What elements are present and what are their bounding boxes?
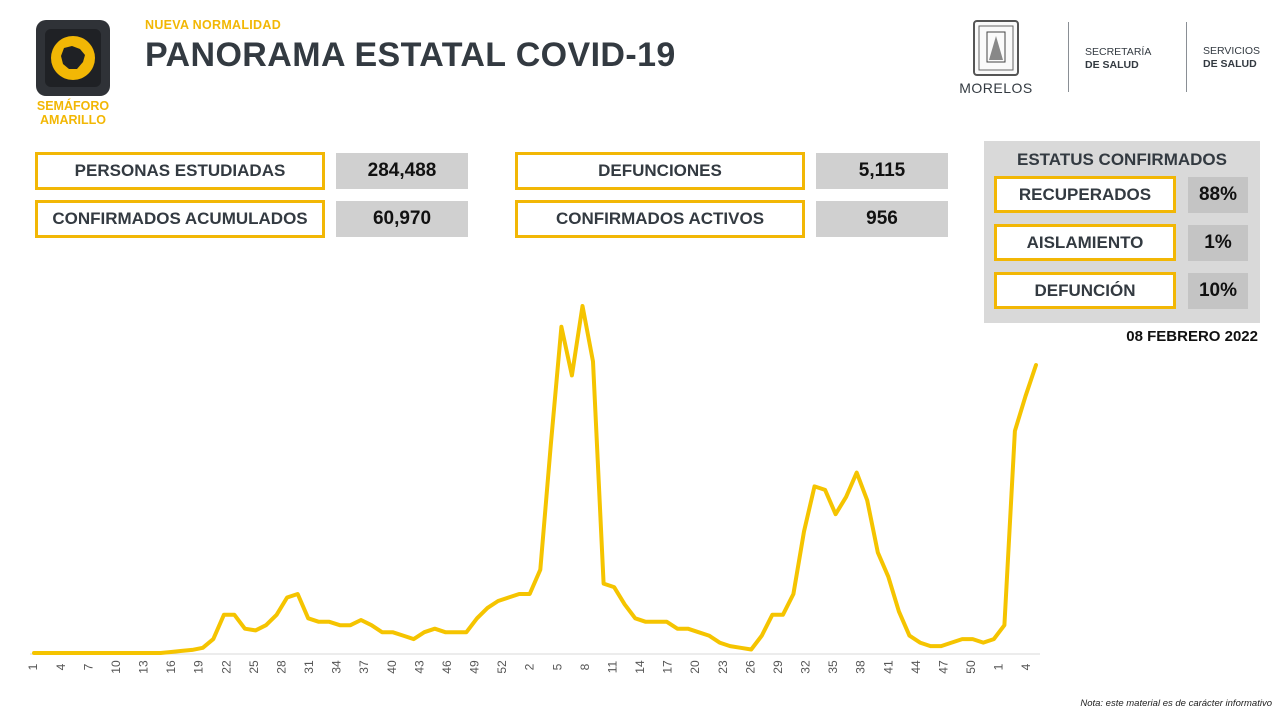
x-tick-label: 14 [633,660,647,674]
x-tick-label: 10 [109,660,123,674]
x-tick-label: 40 [385,660,399,674]
estatus-title: ESTATUS CONFIRMADOS [1017,150,1227,169]
personas-estudiadas-label: PERSONAS ESTUDIADAS [35,152,325,190]
org-servicios: SERVICIOS DE SALUD [1203,45,1260,71]
x-tick-label: 29 [771,660,785,674]
org-servicios-line1: SERVICIOS [1203,45,1260,57]
x-tick-label: 50 [964,660,978,674]
x-tick-label: 7 [81,663,95,670]
x-tick-label: 11 [605,660,619,673]
x-tick-label: 35 [826,660,840,674]
x-tick-label: 23 [716,660,730,674]
x-tick-label: 4 [1019,663,1033,670]
defunciones-label: DEFUNCIONES [515,152,805,190]
x-tick-label: 28 [274,660,288,674]
header-divider [1186,22,1187,92]
header-divider [1068,22,1069,92]
traffic-light-icon [51,36,95,80]
defuncion-value: 10% [1188,273,1248,309]
x-tick-label: 34 [330,660,344,674]
x-tick-label: 20 [688,660,702,674]
confirmados-acumulados-label: CONFIRMADOS ACUMULADOS [35,200,325,238]
confirmados-acumulados-value: 60,970 [336,201,468,237]
aislamiento-label: AISLAMIENTO [994,224,1176,261]
recuperados-value: 88% [1188,177,1248,213]
x-tick-label: 47 [936,660,950,674]
x-tick-label: 32 [799,660,813,674]
x-tick-label: 41 [881,660,895,674]
state-emblem-icon [973,20,1019,76]
semaforo-logo [36,20,110,96]
defuncion-label: DEFUNCIÓN [994,272,1176,309]
x-tick-label: 22 [219,660,233,674]
footnote: Nota: este material es de carácter infor… [1080,698,1272,709]
estatus-panel: ESTATUS CONFIRMADOS RECUPERADOS 88% AISL… [984,141,1260,323]
x-tick-label: 26 [743,660,757,674]
org-secretaria: SECRETARÍA DE SALUD [1085,46,1151,72]
x-tick-label: 17 [661,660,675,674]
x-tick-label: 44 [909,660,923,674]
x-tick-label: 1 [992,663,1006,670]
page-title: PANORAMA ESTATAL COVID-19 [145,36,676,74]
org-secretaria-line1: SECRETARÍA [1085,46,1152,58]
semaforo-label: SEMÁFORO AMARILLO [36,99,110,127]
personas-estudiadas-value: 284,488 [336,153,468,189]
x-tick-label: 43 [412,660,426,674]
series-line [32,304,1038,655]
confirmados-activos-value: 956 [816,201,948,237]
org-servicios-line2: DE SALUD [1203,58,1257,70]
aislamiento-value: 1% [1188,225,1248,261]
x-tick-label: 16 [164,660,178,674]
report-date: 08 FEBRERO 2022 [1126,328,1258,345]
x-tick-label: 5 [550,663,564,670]
x-tick-label: 4 [54,663,68,670]
x-tick-label: 13 [137,660,151,674]
x-tick-label: 19 [192,660,206,674]
x-tick-label: 25 [247,660,261,674]
recuperados-label: RECUPERADOS [994,176,1176,213]
x-tick-label: 37 [357,660,371,674]
x-tick-label: 38 [854,660,868,674]
gov-name: MORELOS [959,80,1033,96]
x-tick-label: 46 [440,660,454,674]
x-tick-label: 49 [468,660,482,674]
org-secretaria-line2: DE SALUD [1085,59,1139,71]
x-tick-label: 8 [578,663,592,670]
defunciones-value: 5,115 [816,153,948,189]
x-tick-label: 2 [523,663,537,670]
kicker: NUEVA NORMALIDAD [145,18,282,32]
confirmados-activos-label: CONFIRMADOS ACTIVOS [515,200,805,238]
x-tick-label: 1 [26,663,40,670]
x-tick-label: 31 [302,660,316,674]
x-tick-label: 52 [495,660,509,674]
